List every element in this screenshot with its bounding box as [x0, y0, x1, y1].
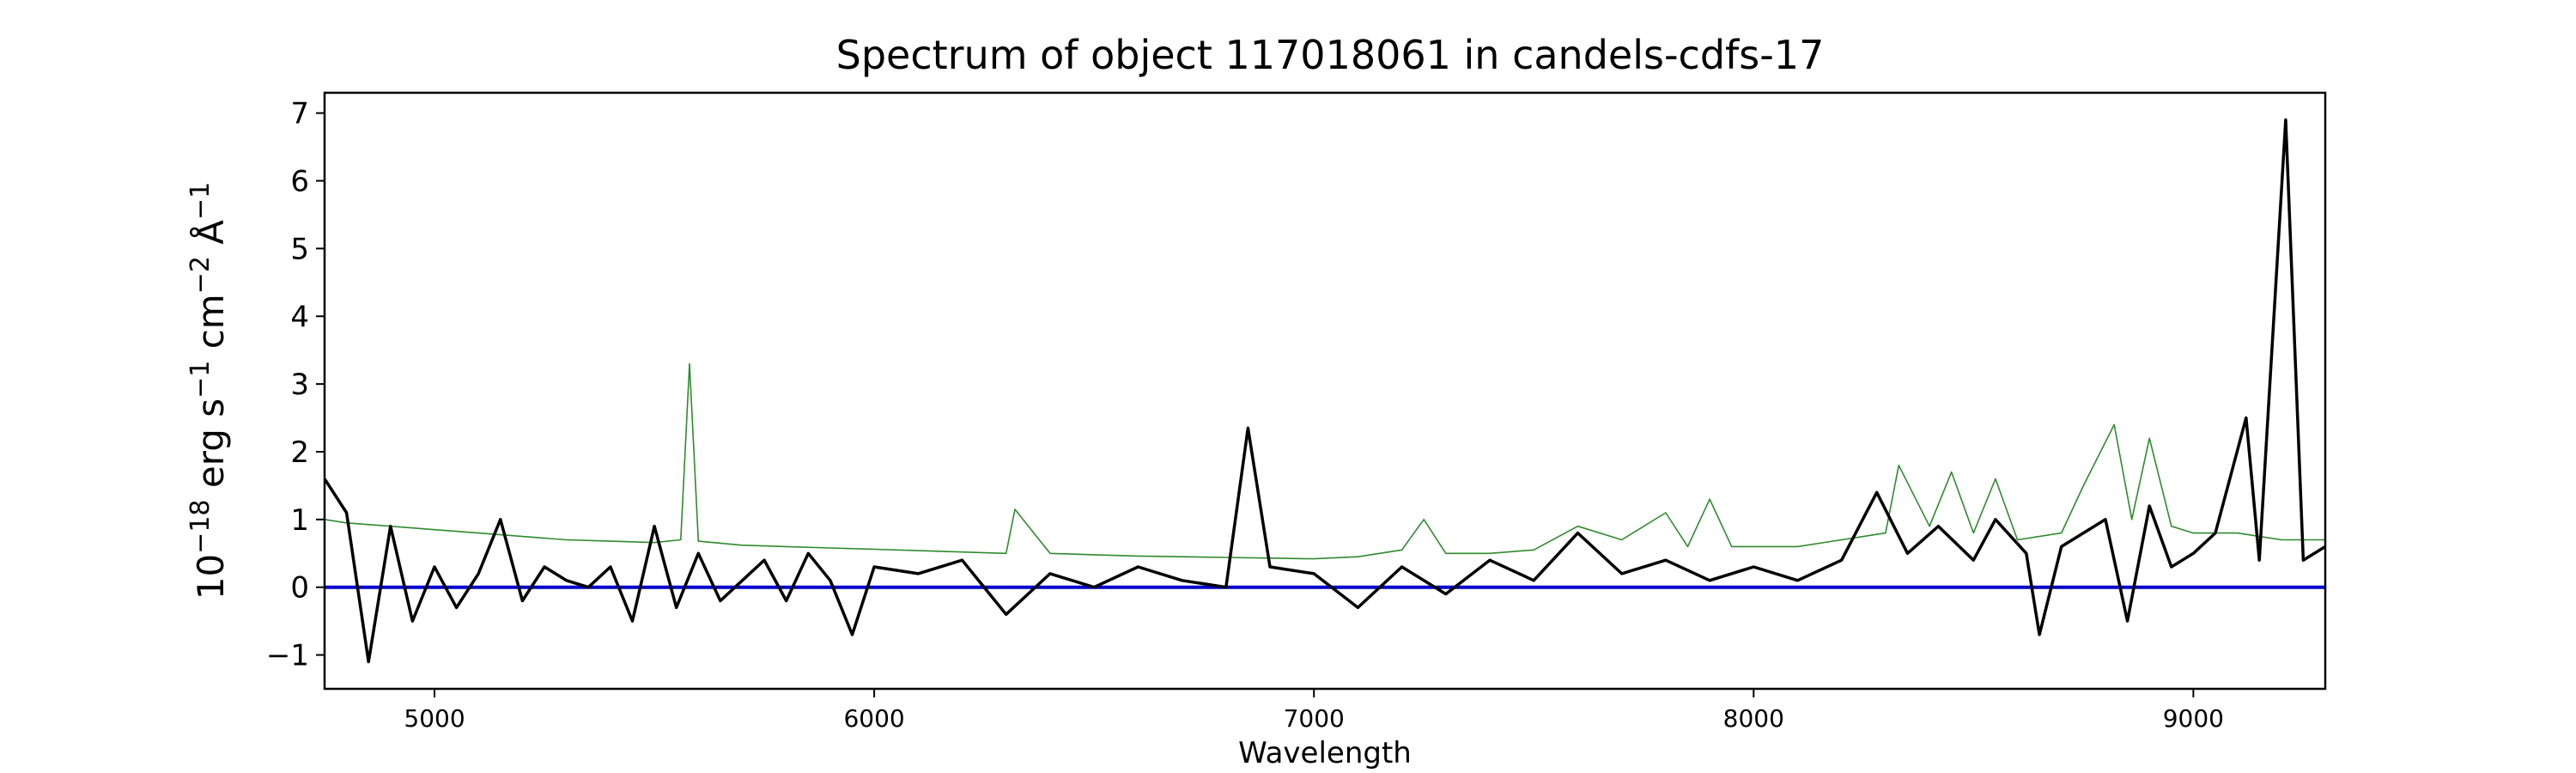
plot-area	[323, 118, 2326, 664]
y-tick-label: 4	[290, 300, 309, 334]
x-axis: 5000 6000 7000 8000 9000	[404, 689, 2224, 733]
x-tick-label: 5000	[404, 704, 465, 733]
y-axis-label: 10−18 erg s−1 cm−2 Å−1	[185, 182, 233, 600]
y-tick-label: 2	[290, 435, 309, 470]
chart-title: Spectrum of object 117018061 in candels-…	[836, 32, 1825, 78]
y-tick-label: 7	[290, 97, 309, 131]
x-tick-label: 8000	[1723, 704, 1784, 733]
x-tick-label: 9000	[2163, 704, 2224, 733]
y-tick-label: 0	[290, 571, 309, 606]
flux-series-line	[323, 118, 2326, 664]
x-axis-label: Wavelength	[1238, 736, 1412, 770]
x-tick-label: 6000	[843, 704, 904, 733]
y-tick-label: −1	[266, 639, 309, 673]
y-tick-label: 3	[290, 368, 309, 402]
y-tick-label: 6	[290, 165, 309, 199]
x-tick-label: 7000	[1284, 704, 1345, 733]
model-series-line	[324, 362, 2325, 560]
y-tick-label: 1	[290, 503, 309, 538]
plot-frame	[323, 91, 2327, 691]
y-tick-label: 5	[290, 232, 309, 266]
y-axis: −1 0 1 2 3 4 5 6 7	[266, 97, 325, 673]
